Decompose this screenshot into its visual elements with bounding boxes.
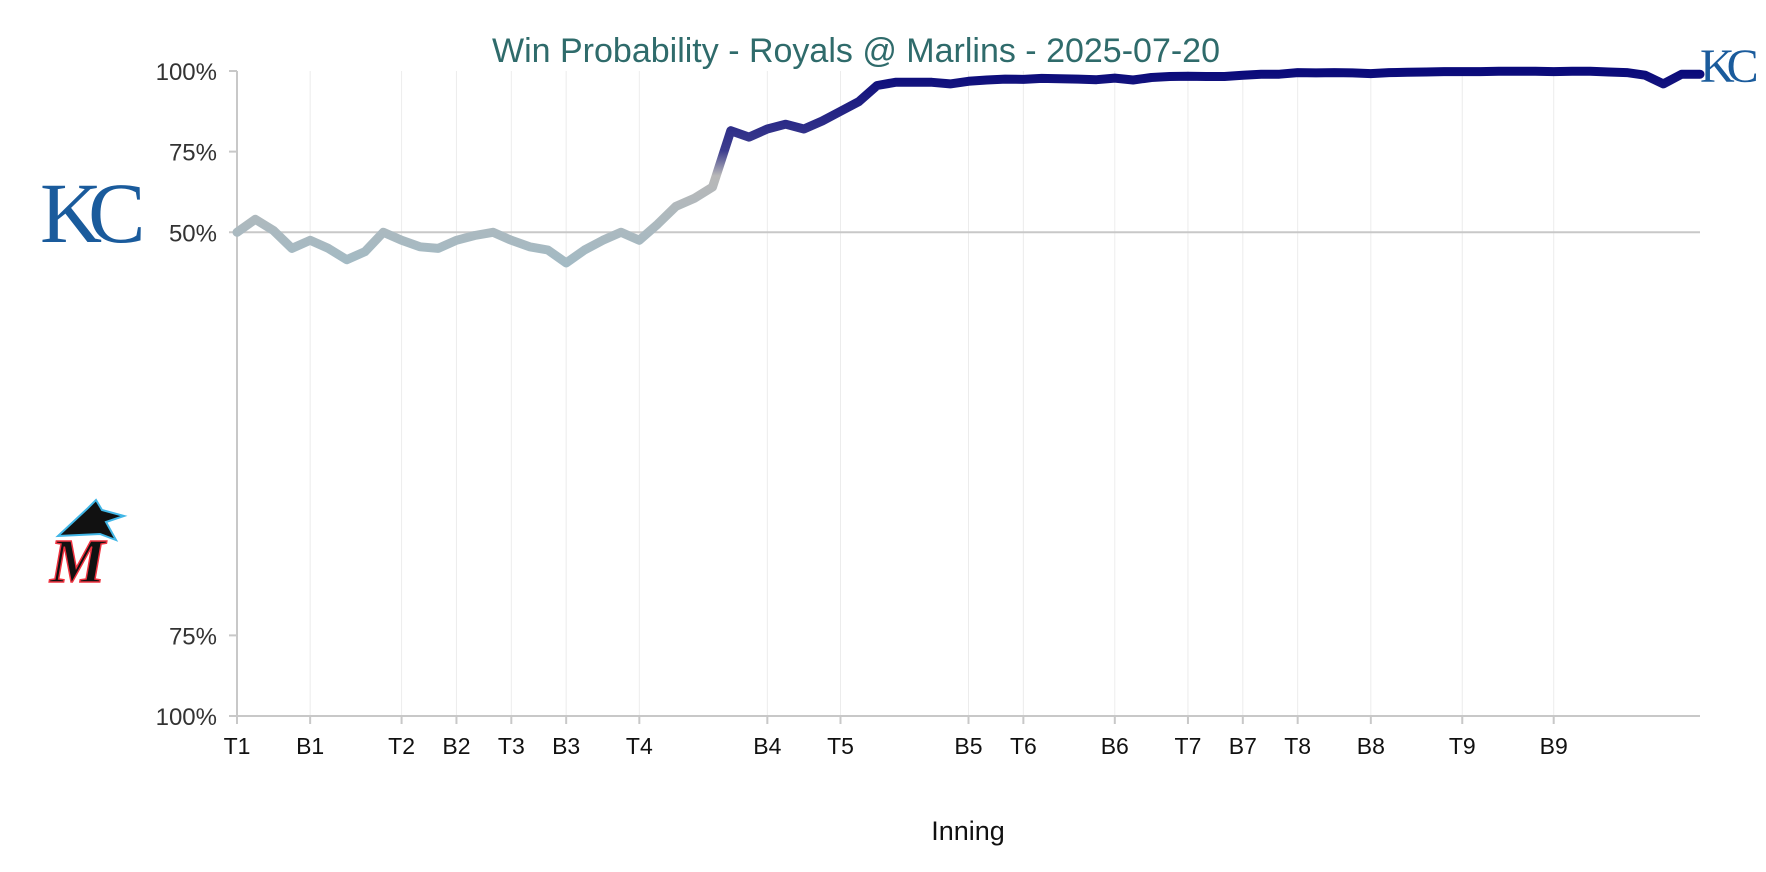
x-tick-label: B6 [1101, 733, 1129, 759]
marlins-logo: M [48, 498, 128, 597]
y-tick-layer: 100% 75% 50% 75% 100% [156, 59, 217, 731]
chart-title: Win Probability - Royals @ Marlins - 202… [492, 32, 1220, 70]
x-tick-label: T8 [1284, 733, 1311, 759]
royals-end-logo: KC [1700, 40, 1765, 93]
x-tick-label: T5 [827, 733, 854, 759]
x-tick-label: T6 [1010, 733, 1037, 759]
x-tick-label: T2 [388, 733, 415, 759]
x-tick-label: B2 [442, 733, 470, 759]
royals-logo-text: KC [40, 165, 141, 261]
marlins-logo-text: M [49, 528, 107, 596]
x-tick-label: B7 [1229, 733, 1257, 759]
x-tick-label: B8 [1357, 733, 1385, 759]
royals-end-logo-text: KC [1700, 40, 1757, 93]
y-tick-label: 100% [156, 704, 217, 731]
x-tick-label: T3 [498, 733, 525, 759]
royals-logo: KC [40, 165, 155, 261]
y-tick-label: 75% [169, 623, 217, 650]
axis-layer [229, 70, 1700, 724]
x-tick-label: T9 [1449, 733, 1476, 759]
x-tick-label: T7 [1175, 733, 1202, 759]
x-tick-label: T4 [626, 733, 653, 759]
y-tick-label: 50% [169, 220, 217, 247]
x-tick-label: B5 [954, 733, 982, 759]
win-probability-line [232, 66, 1705, 268]
x-tick-layer: T1 B1 T2 B2 T3 B3 T4 B4 T5 B5 T6 B6 T7 B7 T8 B8 T9 B9 [224, 733, 1568, 759]
y-tick-label: 100% [156, 59, 217, 86]
marlin-fish-icon [55, 498, 128, 542]
x-tick-label: B1 [296, 733, 324, 759]
y-tick-label: 75% [169, 140, 217, 167]
x-tick-label: B9 [1540, 733, 1568, 759]
x-axis-title: Inning [931, 816, 1005, 846]
grid-layer [236, 71, 1555, 716]
x-tick-label: B4 [753, 733, 781, 759]
x-tick-label: B3 [552, 733, 580, 759]
x-tick-label: T1 [224, 733, 251, 759]
